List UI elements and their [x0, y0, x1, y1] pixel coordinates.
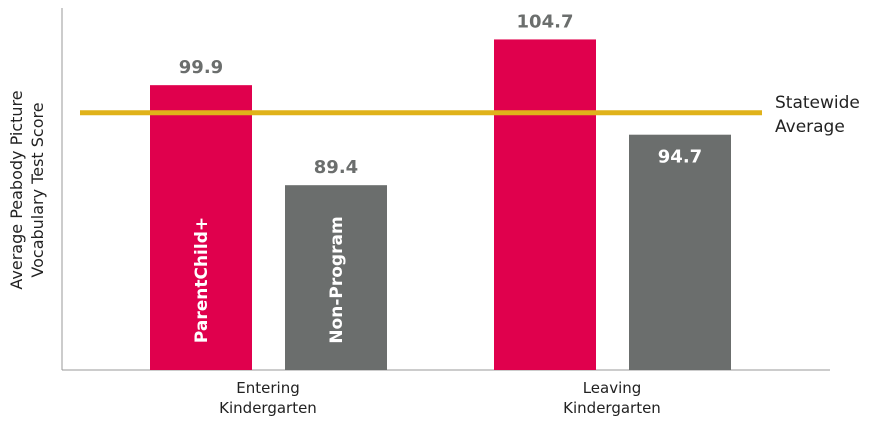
bar-value-label: 89.4: [314, 157, 358, 178]
statewide-average-reference: Statewide Average: [80, 93, 860, 137]
bar: [494, 39, 596, 371]
bar-series-label: ParentChild+: [192, 217, 212, 343]
y-axis-label-line: Vocabulary Test Score: [28, 102, 47, 277]
bar-series-label: Non-Program: [327, 216, 347, 343]
x-axis-category-label: Kindergarten: [563, 399, 661, 417]
bar-value-label: 99.9: [179, 57, 223, 78]
bar-value-label: 94.7: [658, 147, 702, 168]
bar: [285, 185, 387, 370]
statewide-average-label: Average: [775, 117, 845, 137]
y-axis-label: Average Peabody Picture Vocabulary Test S…: [7, 90, 47, 289]
statewide-average-label: Statewide: [775, 93, 860, 113]
x-axis-category-label: Kindergarten: [219, 399, 317, 417]
bar-value-label: 104.7: [517, 11, 574, 32]
bars-group: 99.9 ParentChild+ 89.4 Non-Program 104.7 94.7: [150, 11, 731, 371]
bar: [629, 134, 731, 370]
x-axis-category-label: Leaving: [583, 379, 642, 397]
x-axis-category-labels: Entering Kindergarten Leaving Kindergarten: [219, 379, 661, 417]
y-axis-label-line: Average Peabody Picture: [7, 90, 26, 289]
x-axis-category-label: Entering: [236, 379, 299, 397]
bar: [150, 85, 252, 371]
